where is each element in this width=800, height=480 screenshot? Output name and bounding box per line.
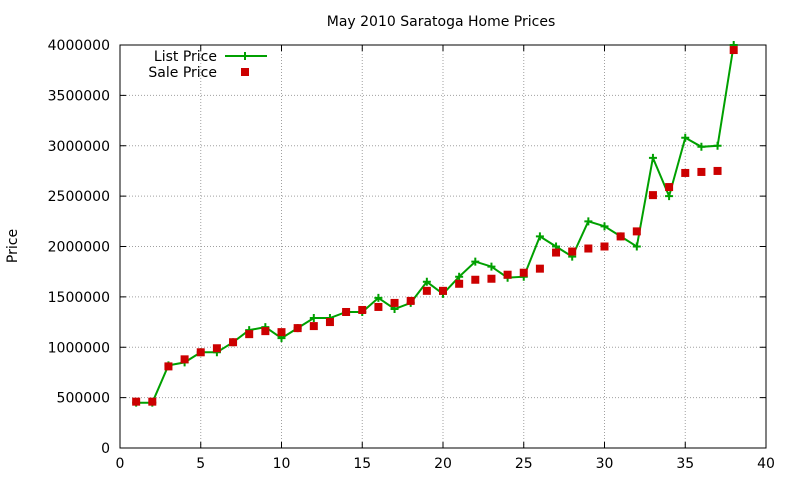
x-tick-label: 0: [116, 456, 125, 472]
x-tick-label: 10: [273, 456, 291, 472]
sale-price-point: [245, 330, 254, 339]
list-price-point: [584, 217, 593, 226]
sale-price-point: [132, 397, 141, 406]
list-price-point: [309, 314, 318, 323]
list-price-point: [665, 192, 674, 201]
sale-price-point: [309, 322, 318, 331]
sale-price-point: [697, 167, 706, 176]
y-tick-label: 500000: [57, 391, 110, 407]
y-tick-label: 3000000: [48, 139, 110, 155]
plot-frame: [119, 44, 767, 449]
grid: [120, 45, 766, 448]
sale-price-point: [455, 279, 464, 288]
sale-price-point: [729, 46, 738, 55]
legend: List Price Sale Price: [148, 49, 267, 81]
sale-price-point: [568, 247, 577, 256]
list-price-point: [697, 142, 706, 151]
sale-price-point: [503, 270, 512, 279]
y-tick-label: 0: [101, 441, 110, 457]
legend-label-list-price: List Price: [154, 49, 217, 65]
sale-price-point: [681, 168, 690, 177]
list-price-point: [422, 277, 431, 286]
sale-price-point: [487, 274, 496, 283]
sale-price-point: [406, 296, 415, 305]
list-price-point: [632, 242, 641, 251]
sale-price-point: [648, 191, 657, 200]
sale-price-point: [519, 268, 528, 277]
sale-price-point: [196, 348, 205, 357]
list-price-point: [600, 222, 609, 231]
list-price-point: [487, 262, 496, 271]
sale-price-point: [632, 227, 641, 236]
list-price-point: [455, 272, 464, 281]
sale-price-point: [261, 327, 270, 336]
y-tick-label: 1000000: [48, 340, 110, 356]
x-tick-label: 30: [596, 456, 614, 472]
sale-price-point: [293, 324, 302, 333]
sale-price-point: [439, 286, 447, 295]
y-tick-label: 3500000: [48, 88, 110, 104]
y-tick-label: 1500000: [48, 290, 110, 306]
list-price-point: [374, 293, 383, 302]
sale-price-point: [358, 305, 367, 314]
y-tick-label: 4000000: [48, 38, 110, 54]
x-tick-label: 35: [676, 456, 694, 472]
sale-price-point: [342, 307, 351, 316]
sale-price-point: [229, 338, 238, 347]
list-price-line: [136, 44, 735, 404]
series: [132, 41, 738, 407]
sale-price-point: [390, 298, 399, 307]
sale-price-point: [471, 275, 480, 284]
sale-price-point: [148, 397, 157, 406]
chart-title: May 2010 Saratoga Home Prices: [327, 14, 555, 30]
list-price-point: [535, 232, 544, 241]
sale-price-point: [422, 286, 431, 295]
list-price-point: [648, 153, 657, 162]
sale-price-point: [600, 242, 609, 251]
y-tick-label: 2000000: [48, 240, 110, 256]
legend-label-sale-price: Sale Price: [148, 65, 217, 81]
x-tick-label: 20: [434, 456, 452, 472]
legend-marker-sale-price: [241, 68, 249, 76]
sale-price-point: [584, 244, 593, 253]
list-price-point: [681, 133, 690, 142]
sale-price-point: [374, 302, 383, 311]
x-tick-label: 40: [757, 456, 775, 472]
sale-price-point: [212, 344, 221, 353]
legend-marker-list-price: [241, 52, 249, 60]
x-tick-label: 15: [353, 456, 371, 472]
y-axis-label: Price: [5, 229, 21, 263]
x-tick-label: 25: [515, 456, 533, 472]
sale-price-point: [616, 232, 625, 241]
sale-price-point: [552, 248, 561, 257]
axes: 0 5 10 15 20 25 30 35 40 0 500000 1000000 1500000 200…: [48, 38, 775, 472]
list-price-point: [713, 141, 722, 150]
sale-price-point: [535, 264, 544, 273]
y-tick-label: 2500000: [48, 189, 110, 205]
sale-price-point: [277, 328, 286, 337]
sale-price-point: [665, 183, 674, 192]
sale-price-point: [180, 355, 189, 364]
list-price-point: [471, 257, 480, 266]
x-tick-label: 5: [196, 456, 205, 472]
sale-price-point: [164, 362, 173, 371]
sale-price-point: [713, 166, 722, 175]
sale-price-point: [325, 318, 334, 327]
